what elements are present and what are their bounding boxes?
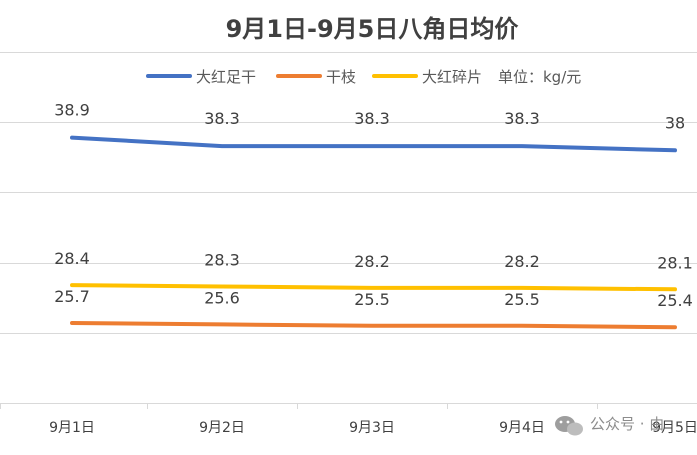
data-label: 25.7 — [54, 287, 90, 306]
x-axis: 9月1日 9月2日 9月3日 9月4日 9月5日 — [0, 403, 697, 436]
data-label: 25.5 — [354, 290, 390, 309]
series-lines — [70, 135, 677, 330]
wechat-icon — [555, 416, 583, 436]
data-label: 25.6 — [204, 288, 240, 307]
data-labels: 38.9 38.3 38.3 38.3 38 25.7 25.6 25.5 25.5 25.4 28… — [54, 101, 693, 311]
legend-label: 干枝 — [326, 68, 356, 86]
series-line — [70, 283, 677, 292]
data-label: 28.3 — [204, 251, 240, 270]
watermark-text: 公众号 · 由 — [590, 415, 664, 433]
x-tick-label: 9月4日 — [499, 420, 545, 436]
unit-note: 单位：kg/元 — [498, 68, 581, 86]
data-label: 28.2 — [354, 252, 390, 271]
data-label: 38.3 — [354, 109, 390, 128]
gridlines — [0, 52, 697, 334]
data-label: 38 — [665, 113, 685, 132]
x-tick-label: 9月1日 — [49, 420, 95, 436]
data-label: 38.3 — [504, 109, 540, 128]
watermark: 公众号 · 由 — [555, 415, 664, 436]
data-label: 38.3 — [204, 109, 240, 128]
legend: 大红足干 干枝 大红碎片 单位：kg/元 — [146, 68, 581, 86]
legend-label: 大红碎片 — [422, 68, 482, 86]
data-label: 25.4 — [657, 291, 693, 310]
x-tick-label: 9月2日 — [199, 420, 245, 436]
series-line — [70, 135, 677, 153]
data-label: 28.4 — [54, 249, 90, 268]
data-label: 25.5 — [504, 290, 540, 309]
x-tick-label: 9月3日 — [349, 420, 395, 436]
legend-label: 大红足干 — [196, 68, 256, 86]
data-label: 28.1 — [657, 253, 693, 272]
series-line — [70, 321, 677, 330]
x-tick-label: 9月5日 — [652, 420, 697, 436]
chart-title: 9月1日-9月5日八角日均价 — [226, 15, 520, 43]
data-label: 28.2 — [504, 252, 540, 271]
data-label: 38.9 — [54, 101, 90, 120]
